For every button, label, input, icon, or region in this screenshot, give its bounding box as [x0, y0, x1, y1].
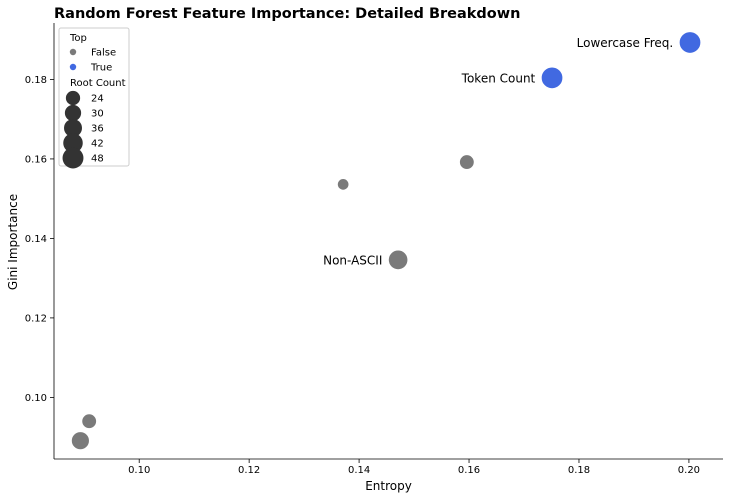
data-point [387, 249, 409, 271]
data-point [81, 413, 97, 429]
axes: 0.10 0.12 0.14 0.16 0.18 0.20 0.10 0.12 0.14 0.16… [25, 23, 723, 476]
legend-hue-title: Top [69, 33, 87, 44]
legend-size-marker [64, 119, 82, 137]
data-point [71, 431, 90, 451]
point-label: Token Count [461, 71, 536, 85]
legend-size-marker [65, 90, 81, 106]
x-tick-label: 0.20 [678, 465, 700, 476]
legend-size-label: 36 [91, 124, 104, 135]
data-point [459, 154, 475, 170]
chart-title: Random Forest Feature Importance: Detail… [54, 6, 521, 22]
legend-hue-label: True [90, 63, 112, 74]
legend-size-marker [64, 104, 82, 122]
point-annotations: Lowercase Freq. Token Count Non-ASCII [323, 36, 673, 267]
x-tick-label: 0.16 [458, 465, 480, 476]
y-tick-label: 0.12 [25, 313, 47, 324]
legend-size-label: 30 [91, 109, 104, 120]
data-point [337, 178, 350, 191]
y-axis-label: Gini Importance [6, 194, 20, 290]
x-tick-label: 0.14 [348, 465, 370, 476]
point-label: Non-ASCII [323, 253, 382, 267]
data-points [71, 31, 702, 451]
legend-size-title: Root Count [70, 78, 126, 89]
legend: Top False True Root Count 24 30 36 42 48 [58, 27, 130, 169]
legend-size-label: 42 [91, 139, 104, 150]
legend-size-label: 48 [91, 154, 104, 165]
point-label: Lowercase Freq. [577, 36, 674, 50]
y-tick-label: 0.14 [25, 234, 47, 245]
x-tick-label: 0.10 [128, 465, 150, 476]
data-point [678, 31, 702, 54]
legend-size-label: 24 [91, 94, 104, 105]
legend-hue-marker [69, 63, 77, 71]
y-tick-label: 0.18 [25, 75, 47, 86]
y-tick-label: 0.16 [25, 154, 47, 165]
x-tick-label: 0.12 [238, 465, 260, 476]
legend-size-marker [62, 147, 84, 169]
legend-hue-label: False [91, 48, 116, 59]
legend-size-marker [63, 133, 83, 153]
y-tick-label: 0.10 [25, 393, 47, 404]
data-point [540, 66, 564, 90]
x-tick-label: 0.18 [568, 465, 590, 476]
legend-hue-marker [69, 48, 77, 56]
x-axis-label: Entropy [365, 479, 412, 493]
